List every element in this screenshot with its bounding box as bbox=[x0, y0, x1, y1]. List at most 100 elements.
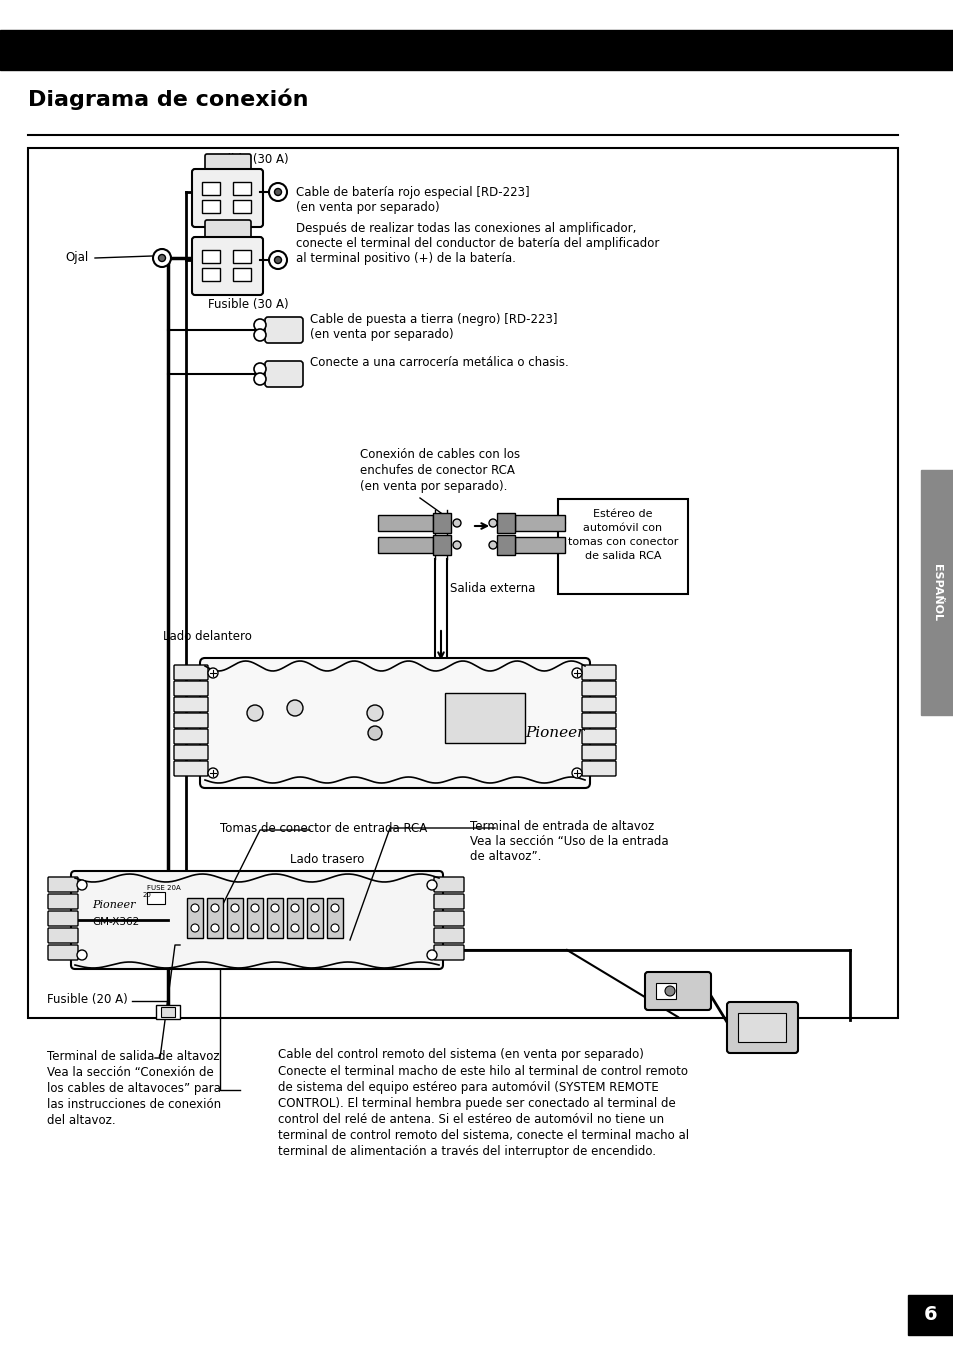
Text: Tomas de conector de entrada RCA: Tomas de conector de entrada RCA bbox=[220, 822, 427, 835]
Circle shape bbox=[331, 924, 338, 932]
Text: Cable de batería rojo especial [RD-223]: Cable de batería rojo especial [RD-223] bbox=[295, 186, 529, 199]
Circle shape bbox=[77, 879, 87, 890]
Bar bbox=[287, 898, 303, 938]
Bar bbox=[515, 537, 564, 553]
Text: Cable del control remoto del sistema (en venta por separado): Cable del control remoto del sistema (en… bbox=[277, 1047, 643, 1061]
Bar bbox=[327, 898, 343, 938]
Bar bbox=[233, 268, 251, 280]
Text: Después de realizar todas las conexiones al amplificador,: Después de realizar todas las conexiones… bbox=[295, 222, 636, 234]
FancyBboxPatch shape bbox=[581, 665, 616, 680]
FancyBboxPatch shape bbox=[173, 713, 208, 728]
Text: Terminal de entrada de altavoz: Terminal de entrada de altavoz bbox=[470, 820, 654, 833]
FancyBboxPatch shape bbox=[71, 871, 442, 969]
Text: Lado trasero: Lado trasero bbox=[290, 854, 364, 866]
Circle shape bbox=[152, 249, 171, 267]
FancyBboxPatch shape bbox=[192, 169, 263, 228]
Bar bbox=[444, 692, 524, 743]
Circle shape bbox=[251, 924, 258, 932]
Circle shape bbox=[253, 318, 266, 331]
Text: (en venta por separado): (en venta por separado) bbox=[295, 201, 439, 214]
Circle shape bbox=[77, 950, 87, 959]
Bar bbox=[227, 898, 243, 938]
Bar bbox=[233, 201, 251, 213]
Circle shape bbox=[453, 541, 460, 549]
Circle shape bbox=[291, 904, 298, 912]
FancyBboxPatch shape bbox=[265, 360, 303, 388]
FancyBboxPatch shape bbox=[581, 745, 616, 760]
Circle shape bbox=[489, 541, 497, 549]
FancyBboxPatch shape bbox=[48, 944, 78, 959]
FancyBboxPatch shape bbox=[48, 928, 78, 943]
Text: de altavoz”.: de altavoz”. bbox=[470, 850, 540, 863]
Text: control del relé de antena. Si el estéreo de automóvil no tiene un: control del relé de antena. Si el estére… bbox=[277, 1112, 663, 1126]
FancyBboxPatch shape bbox=[434, 877, 463, 892]
Text: Conecte a una carrocería metálica o chasis.: Conecte a una carrocería metálica o chas… bbox=[310, 356, 568, 369]
FancyBboxPatch shape bbox=[173, 696, 208, 711]
Bar bbox=[202, 201, 220, 213]
Text: Diagrama de conexión: Diagrama de conexión bbox=[28, 88, 308, 110]
Text: Fusible (30 A): Fusible (30 A) bbox=[208, 153, 289, 167]
Circle shape bbox=[367, 705, 382, 721]
Circle shape bbox=[271, 924, 278, 932]
Text: GM-X362: GM-X362 bbox=[91, 917, 139, 927]
Bar bbox=[433, 514, 451, 533]
Bar bbox=[202, 251, 220, 263]
Circle shape bbox=[158, 255, 165, 262]
Bar bbox=[187, 898, 203, 938]
FancyBboxPatch shape bbox=[173, 665, 208, 680]
Circle shape bbox=[274, 188, 281, 195]
FancyBboxPatch shape bbox=[581, 762, 616, 776]
FancyBboxPatch shape bbox=[434, 894, 463, 909]
FancyBboxPatch shape bbox=[48, 877, 78, 892]
Circle shape bbox=[427, 950, 436, 959]
Circle shape bbox=[208, 768, 218, 778]
Circle shape bbox=[287, 701, 303, 715]
Circle shape bbox=[208, 668, 218, 678]
Circle shape bbox=[269, 183, 287, 201]
Text: las instrucciones de conexión: las instrucciones de conexión bbox=[47, 1098, 221, 1111]
Text: ESPAÑOL: ESPAÑOL bbox=[931, 564, 942, 621]
Text: 6: 6 bbox=[923, 1305, 937, 1324]
Text: automóvil con: automóvil con bbox=[583, 523, 662, 533]
Text: terminal de control remoto del sistema, conecte el terminal macho al: terminal de control remoto del sistema, … bbox=[277, 1129, 688, 1142]
Text: (en venta por separado).: (en venta por separado). bbox=[359, 480, 507, 493]
Circle shape bbox=[253, 363, 266, 375]
Text: (en venta por separado): (en venta por separado) bbox=[310, 328, 453, 341]
FancyBboxPatch shape bbox=[581, 713, 616, 728]
Circle shape bbox=[211, 924, 219, 932]
Text: Vea la sección “Conexión de: Vea la sección “Conexión de bbox=[47, 1066, 213, 1079]
Circle shape bbox=[427, 879, 436, 890]
Circle shape bbox=[311, 924, 318, 932]
Bar bbox=[233, 182, 251, 195]
Bar bbox=[233, 251, 251, 263]
Text: Conecte el terminal macho de este hilo al terminal de control remoto: Conecte el terminal macho de este hilo a… bbox=[277, 1065, 687, 1079]
Bar bbox=[28, 148, 897, 1018]
Bar bbox=[497, 535, 515, 556]
Bar bbox=[161, 1007, 174, 1018]
Text: Terminal de salida de altavoz: Terminal de salida de altavoz bbox=[47, 1050, 219, 1064]
Circle shape bbox=[211, 904, 219, 912]
Text: Pioneer: Pioneer bbox=[524, 726, 584, 740]
FancyBboxPatch shape bbox=[48, 911, 78, 925]
Bar bbox=[0, 30, 953, 70]
Bar bbox=[907, 1295, 953, 1335]
Circle shape bbox=[251, 904, 258, 912]
FancyBboxPatch shape bbox=[581, 696, 616, 711]
Circle shape bbox=[291, 924, 298, 932]
Bar bbox=[202, 182, 220, 195]
Circle shape bbox=[253, 373, 266, 385]
Text: conecte el terminal del conductor de batería del amplificador: conecte el terminal del conductor de bat… bbox=[295, 237, 659, 251]
Bar bbox=[497, 514, 515, 533]
Text: de sistema del equipo estéreo para automóvil (SYSTEM REMOTE: de sistema del equipo estéreo para autom… bbox=[277, 1081, 659, 1093]
Text: Fusible (20 A): Fusible (20 A) bbox=[47, 993, 128, 1005]
Text: los cables de altavoces” para: los cables de altavoces” para bbox=[47, 1083, 221, 1095]
FancyBboxPatch shape bbox=[205, 154, 251, 176]
Circle shape bbox=[331, 904, 338, 912]
Text: Salida externa: Salida externa bbox=[450, 583, 535, 595]
FancyBboxPatch shape bbox=[644, 972, 710, 1009]
Text: 20: 20 bbox=[142, 892, 152, 898]
Text: Lado delantero: Lado delantero bbox=[163, 630, 252, 644]
FancyBboxPatch shape bbox=[48, 894, 78, 909]
Bar bbox=[202, 268, 220, 280]
Bar bbox=[515, 515, 564, 531]
